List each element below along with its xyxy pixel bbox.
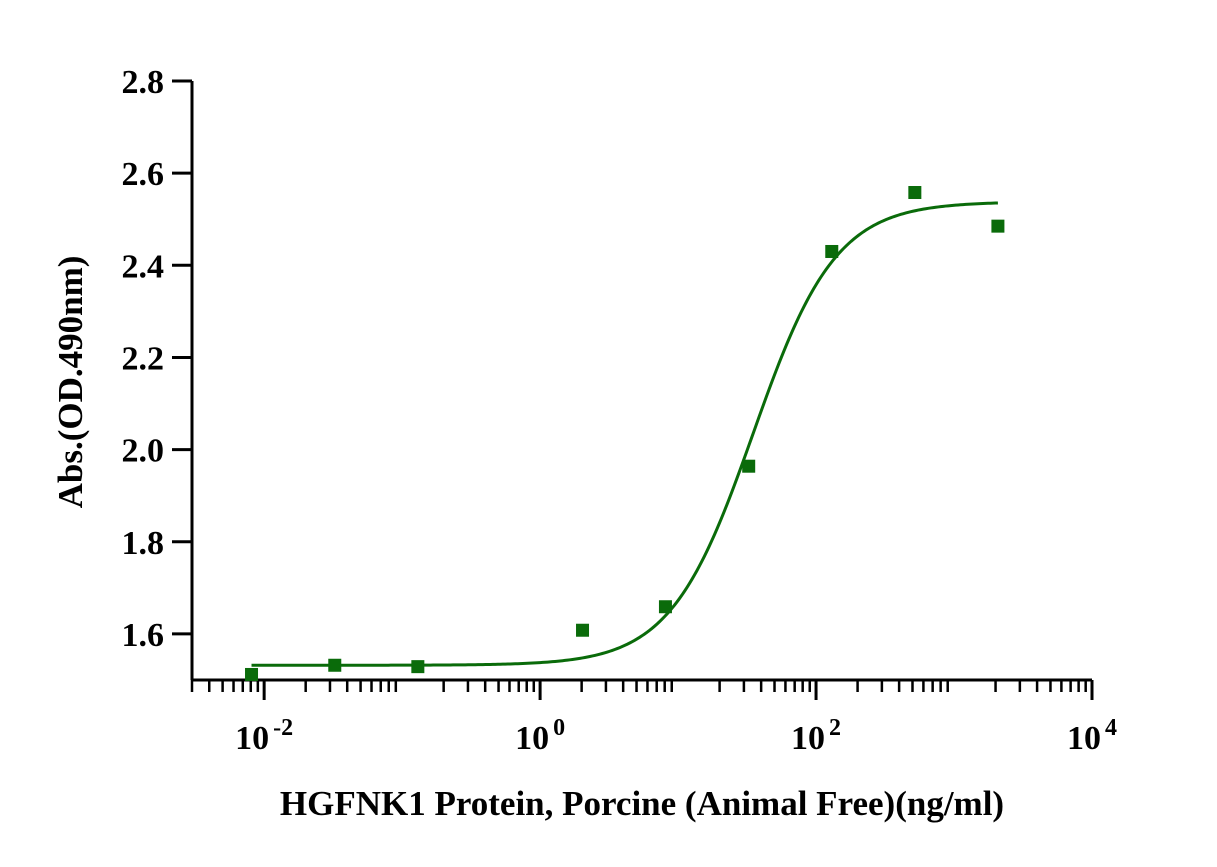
- x-axis-title: HGFNK1 Protein, Porcine (Animal Free)(ng…: [280, 784, 1004, 823]
- fit-curve-layer: [251, 201, 998, 667]
- axes: 1.6 1.8 2.0 2.2 2.4 2.6 2.8 10 -2 10 0 10 2 10 4: [122, 64, 1118, 757]
- data-point: [908, 186, 922, 200]
- data-point: [576, 623, 590, 637]
- y-tick-label: 2.8: [122, 64, 165, 101]
- data-point: [328, 658, 342, 672]
- y-tick-label: 2.4: [122, 248, 165, 285]
- y-tick-label: 2.0: [122, 433, 165, 470]
- x-tick-label: 10 0: [515, 715, 565, 757]
- data-point: [991, 219, 1005, 233]
- data-point: [658, 600, 672, 614]
- y-tick-label: 2.2: [122, 340, 165, 377]
- y-tick-label: 1.6: [122, 617, 165, 654]
- data-point: [825, 244, 839, 258]
- data-points-layer: [245, 186, 1005, 681]
- data-point: [742, 459, 756, 473]
- x-tick-label: 10 4: [1067, 715, 1117, 757]
- x-tick-label: 10 -2: [235, 715, 293, 757]
- y-tick-label: 1.8: [122, 525, 165, 562]
- data-point: [411, 660, 425, 674]
- data-point: [245, 667, 259, 681]
- x-tick-label: 10 2: [791, 715, 841, 757]
- y-axis-title: Abs.(OD.490nm): [51, 256, 90, 509]
- fit-curve: [251, 201, 998, 667]
- y-tick-label: 2.6: [122, 156, 165, 193]
